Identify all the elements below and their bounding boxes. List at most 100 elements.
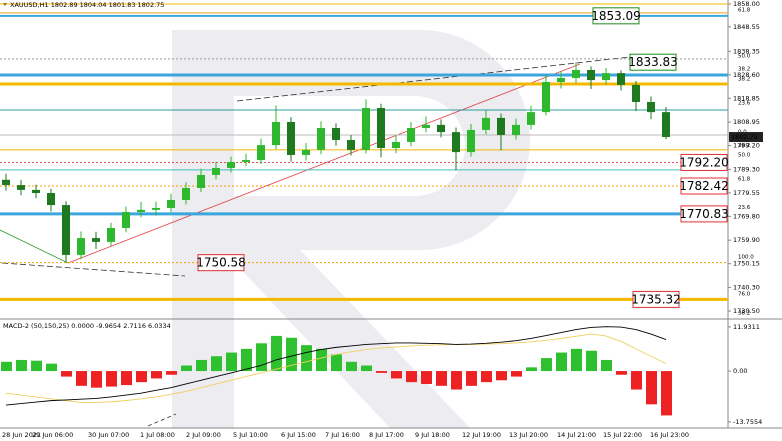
- fib-label: 61.8: [738, 7, 751, 13]
- macd-bar: [61, 371, 72, 377]
- candle-body: [662, 112, 670, 138]
- macd-bar: [331, 354, 342, 372]
- fib-label: 76.0: [738, 292, 751, 298]
- macd-bar: [16, 359, 27, 372]
- macd-bar: [661, 371, 672, 416]
- last-price-box: [729, 132, 763, 143]
- candle-body: [557, 77, 565, 83]
- price-label-box: [680, 205, 728, 223]
- candle-body: [392, 141, 400, 148]
- macd-bar: [226, 352, 237, 372]
- trend-line: [147, 413, 177, 427]
- x-tick-label: 8 Jul 17:00: [369, 431, 404, 439]
- macd-bar: [166, 371, 177, 375]
- price-label: 1735.32: [631, 292, 681, 306]
- macd-bar: [376, 371, 387, 373]
- fib-label: 38.2: [738, 143, 750, 149]
- y-tick-label: 1740.30: [733, 283, 760, 291]
- candle-body: [437, 124, 445, 133]
- macd-bar: [466, 371, 477, 386]
- candle-body: [257, 145, 265, 161]
- candle-body: [317, 128, 325, 150]
- fib-label: 23.6: [738, 101, 751, 107]
- macd-bar: [391, 371, 402, 379]
- price-label-box: [197, 254, 245, 272]
- macd-bar: [631, 371, 642, 390]
- candle-body: [647, 102, 655, 113]
- last-price-label: 1802.75: [731, 133, 758, 141]
- fib-label: 38.2: [738, 310, 750, 316]
- candle-body: [92, 238, 100, 242]
- x-tick-label: 6 Jul 15:00: [281, 431, 316, 439]
- x-tick-label: 30 Jun 07:00: [88, 431, 129, 439]
- y-tick-label: 11.9311: [733, 323, 760, 331]
- y-tick-label: -13.7554: [733, 418, 762, 426]
- macd-bar: [421, 371, 432, 384]
- candle-body: [587, 69, 595, 81]
- macd-bar: [136, 371, 147, 383]
- fib-label: 61.8: [738, 176, 751, 182]
- macd-bar: [616, 371, 627, 375]
- macd-bar: [181, 365, 192, 372]
- macd-bar: [121, 371, 132, 386]
- candle-body: [197, 174, 205, 188]
- macd-bar: [586, 350, 597, 372]
- fib-label: 100.0: [738, 254, 754, 260]
- watermark: [172, 30, 530, 428]
- trend-line: [0, 229, 69, 264]
- macd-bar: [406, 371, 417, 383]
- macd-bar: [1, 361, 12, 372]
- y-tick-label: 1759.90: [733, 236, 760, 244]
- candle-body: [362, 108, 370, 150]
- x-tick-label: 2 Jul 09:00: [186, 431, 221, 439]
- candle-body: [452, 132, 460, 153]
- x-tick-label: 29 Jun 06:00: [32, 431, 73, 439]
- y-tick-label: 1750.15: [733, 260, 760, 268]
- candle-body: [332, 128, 340, 141]
- price-label-box: [629, 53, 677, 71]
- candle-body: [512, 124, 520, 135]
- candle-body: [167, 200, 175, 208]
- macd-bar: [436, 371, 447, 386]
- macd-bar: [46, 363, 57, 372]
- candle-body: [602, 73, 610, 81]
- candle-body: [272, 121, 280, 146]
- macd-bar: [76, 371, 87, 386]
- signal-line: [5, 333, 667, 403]
- macd-bar: [511, 371, 522, 377]
- candle-body: [122, 212, 130, 228]
- x-tick-label: 14 Jul 21:00: [557, 431, 596, 439]
- y-tick-label: 1818.85: [733, 94, 760, 102]
- candle-body: [32, 189, 40, 194]
- y-tick-label: 1789.30: [733, 165, 760, 173]
- x-tick-label: 7 Jul 16:00: [325, 431, 360, 439]
- y-tick-label: 1769.80: [733, 212, 760, 220]
- macd-bar: [286, 337, 297, 372]
- candle-body: [482, 117, 490, 130]
- candle-body: [107, 227, 115, 242]
- x-tick-label: 15 Jul 22:00: [603, 431, 642, 439]
- macd-bar: [451, 371, 462, 390]
- candle-body: [17, 185, 25, 190]
- macd-bar: [541, 358, 552, 372]
- macd-bar: [151, 371, 162, 379]
- candle-body: [347, 140, 355, 150]
- candle-body: [152, 207, 160, 210]
- y-tick-label: 1730.50: [733, 307, 760, 315]
- trend-line: [236, 56, 631, 102]
- candle-body: [407, 128, 415, 142]
- fib-label: 50.0: [738, 153, 751, 159]
- macd-bar: [91, 371, 102, 388]
- fib-label: 38.2: [738, 66, 750, 72]
- candle-body: [377, 108, 385, 148]
- fib-label: 23.6: [738, 205, 751, 211]
- candle-body: [137, 209, 145, 213]
- macd-bar: [196, 359, 207, 372]
- macd-bar: [346, 361, 357, 372]
- candle-body: [47, 193, 55, 206]
- price-label-box: [592, 7, 640, 25]
- macd-bar: [106, 371, 117, 387]
- y-tick-label: 0.00: [733, 367, 747, 375]
- macd-bar: [211, 356, 222, 372]
